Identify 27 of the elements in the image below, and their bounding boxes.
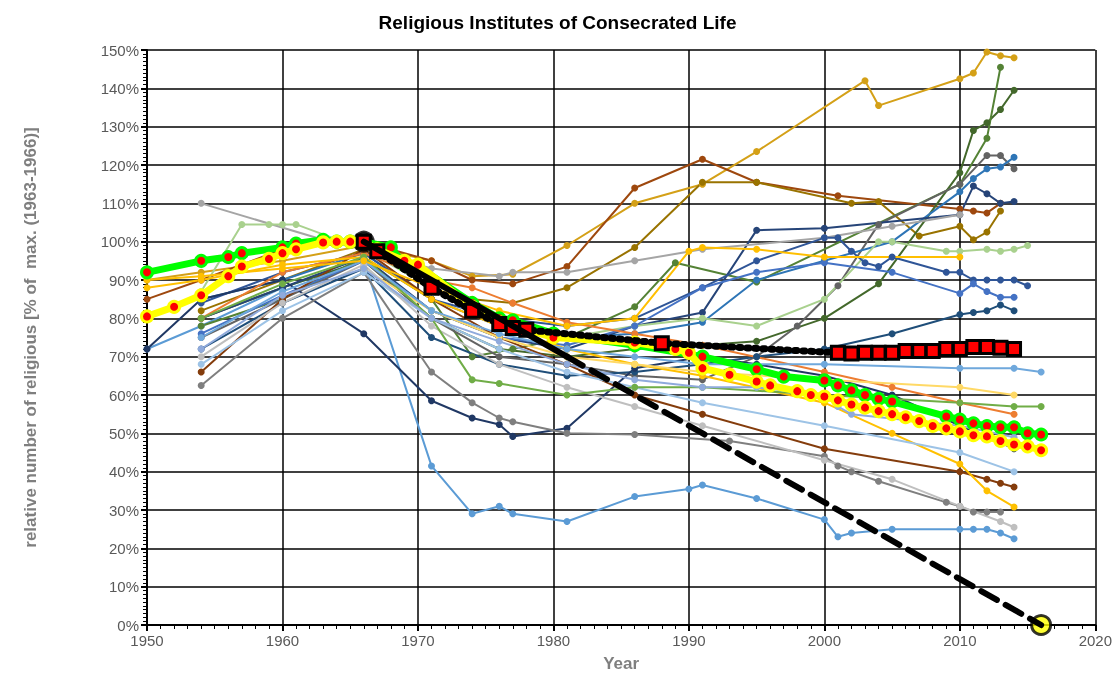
y-tick-label: 10% [108,578,139,596]
y-tick-label: 70% [108,348,139,366]
y-tick-label: 0% [117,616,139,634]
x-tick-label: 2010 [943,632,977,649]
x-tick-label: 1980 [536,632,571,649]
y-tick-label: 80% [108,309,139,327]
y-tick-label: 60% [108,386,139,404]
y-tick-label: 20% [108,539,139,557]
y-tick-label: 90% [108,271,139,289]
y-axis-title: relative number of religious [% of max. (1963-1966)] [21,127,40,548]
x-tick-label: 1990 [672,632,706,649]
x-axis-title: Year [603,654,640,673]
y-tick-label: 140% [100,79,139,97]
y-tick-label: 110% [101,194,139,212]
y-tick-label: 30% [108,501,139,519]
y-tick-label: 40% [108,463,139,481]
y-tick-label: 130% [100,118,139,136]
x-tick-label: 2000 [807,632,842,649]
y-tick-label: 50% [108,424,139,442]
x-tick-label: 1960 [265,632,300,649]
y-tick-label: 100% [100,233,139,251]
x-tick-label: 1950 [130,632,164,649]
y-tick-label: 120% [100,156,139,174]
x-tick-label: 1970 [401,632,435,649]
y-tick-label: 150% [100,41,139,59]
chart-title: Religious Institutes of Consecrated Life [378,12,737,33]
x-tick-label: 2020 [1078,632,1112,649]
